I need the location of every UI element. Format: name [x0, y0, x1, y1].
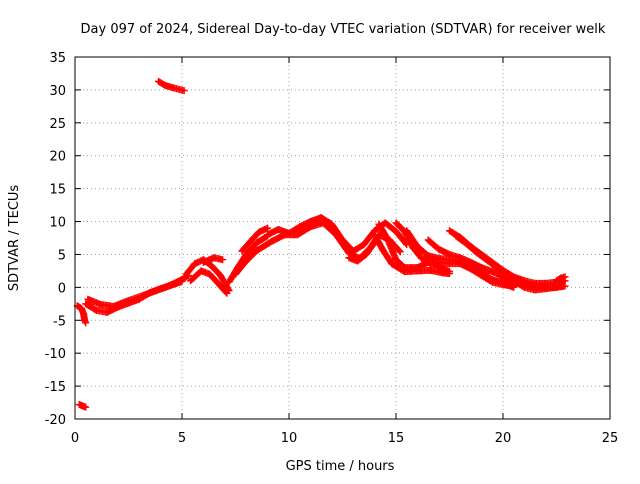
- tick-labels: 0 5 10 15 20 25 -20 -15 -10 -5 0 5 10 15 20 25 30 35: [45, 51, 619, 446]
- y-tick-label: 0: [58, 281, 66, 296]
- y-tick-label: 35: [49, 51, 66, 66]
- x-tick-label: 10: [281, 431, 298, 446]
- data-segment: [232, 237, 276, 278]
- data-point: [180, 87, 188, 95]
- data-segment: [499, 270, 569, 294]
- data-segment: [553, 273, 569, 285]
- y-tick-label: -10: [45, 347, 66, 362]
- data-segment: [345, 239, 379, 265]
- data-segment: [154, 77, 188, 95]
- axis-ticks: [74, 56, 611, 420]
- y-tick-label: -5: [53, 314, 66, 329]
- data-point: [219, 256, 227, 264]
- y-tick-label: 15: [49, 183, 66, 198]
- chart-title: Day 097 of 2024, Sidereal Day-to-day VTE…: [81, 22, 606, 37]
- data-segment: [238, 224, 272, 255]
- y-tick-label: -15: [45, 380, 66, 395]
- data-point: [178, 277, 186, 285]
- x-tick-label: 20: [495, 431, 512, 446]
- data-segment: [371, 231, 453, 278]
- y-tick-label: 20: [49, 150, 66, 165]
- x-tick-label: 15: [388, 431, 405, 446]
- y-tick-label: 30: [49, 84, 66, 99]
- data-point: [395, 247, 403, 255]
- x-tick-label: 25: [602, 431, 619, 446]
- data-point: [370, 240, 378, 248]
- data-point: [222, 288, 230, 296]
- x-tick-label: 0: [71, 431, 79, 446]
- y-tick-label: 25: [49, 117, 66, 132]
- x-axis-label: GPS time / hours: [286, 459, 395, 474]
- data-point: [396, 248, 404, 256]
- data-segment: [199, 254, 227, 266]
- data-point: [446, 270, 453, 278]
- x-tick-label: 5: [178, 431, 186, 446]
- data-segment: [75, 401, 90, 411]
- data-point: [264, 224, 272, 232]
- data-point: [561, 282, 569, 290]
- data-point: [82, 403, 90, 411]
- y-tick-label: 10: [49, 216, 66, 231]
- data-point: [561, 273, 569, 281]
- data-series-sdtvar: [73, 77, 569, 411]
- plot-frame: [74, 56, 611, 420]
- data-point: [82, 319, 90, 327]
- data-segment: [187, 267, 231, 297]
- data-point: [223, 289, 231, 297]
- data-segment: [84, 277, 186, 310]
- y-tick-label: 5: [58, 248, 66, 263]
- y-axis-label: SDTVAR / TECUs: [7, 185, 22, 292]
- data-segment: [73, 302, 90, 327]
- y-tick-label: -20: [45, 413, 66, 428]
